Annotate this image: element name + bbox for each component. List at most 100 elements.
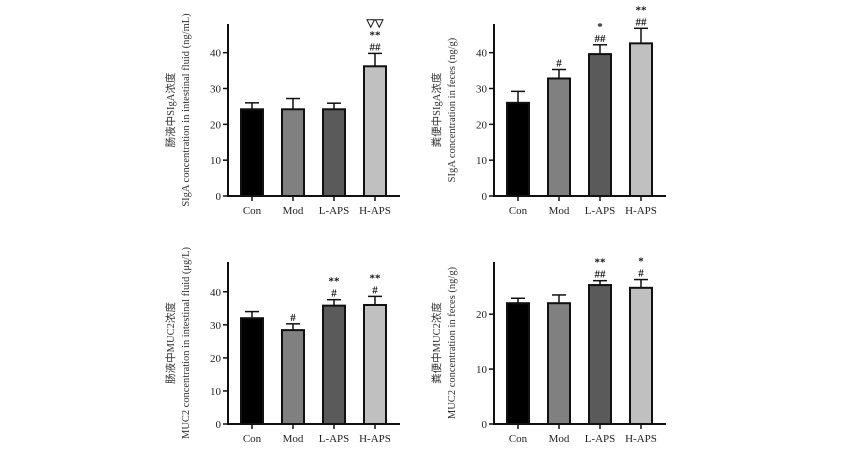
y-tick-label: 0 <box>482 419 488 431</box>
x-tick-label: L-APS <box>585 205 616 217</box>
bar-group-h-aps: H-APS #** <box>359 272 391 445</box>
y-tick-label: 20 <box>476 309 488 321</box>
chart-panel-top-right: 粪便中SIgA浓度 SIgA concentration in feces (ng… <box>430 4 666 217</box>
y-tick-label: 0 <box>216 419 222 431</box>
significance-triangle: ▽▽ <box>366 17 384 29</box>
y-tick-label: 30 <box>476 84 488 96</box>
bar-group-l-aps: L-APS ##* <box>585 21 616 217</box>
y-tick-label: 10 <box>210 155 222 167</box>
significance-stars: ** <box>636 4 648 16</box>
chart-panel-bottom-right: 粪便中MUC2浓度 MUC2 concentration in feces (ng… <box>430 256 666 445</box>
significance-stars: ** <box>370 29 382 41</box>
significance-hash: # <box>290 312 296 324</box>
bar-group-con: Con <box>240 102 264 217</box>
significance-hash: ## <box>595 269 607 281</box>
significance-stars: ** <box>329 276 341 288</box>
bar-group-h-aps: H-APS ##** <box>625 4 657 217</box>
x-tick-label: H-APS <box>625 433 657 445</box>
y-axis-label-en: MUC2 concentration in intestinal fluid (… <box>181 247 192 440</box>
y-tick-label: 30 <box>210 320 222 332</box>
y-axis-label-cn: 粪便中MUC2浓度 <box>430 302 443 384</box>
significance-hash: # <box>556 58 562 70</box>
bar-group-con: Con <box>240 310 264 445</box>
significance-stars: * <box>597 21 603 33</box>
y-axis-label-en: SIgA concentration in intestinal fluid (… <box>181 13 192 207</box>
significance-stars: * <box>638 256 644 268</box>
x-tick-label: Mod <box>549 433 570 445</box>
bar-mod <box>281 329 305 425</box>
bar-group-mod: Mod <box>547 294 571 445</box>
y-tick-label: 30 <box>210 84 222 96</box>
x-tick-label: L-APS <box>319 205 350 217</box>
x-tick-label: Con <box>243 433 262 445</box>
x-tick-label: H-APS <box>625 205 657 217</box>
bar-l-aps <box>322 304 346 425</box>
bar-h-aps <box>363 65 387 197</box>
significance-hash: ## <box>636 16 648 28</box>
y-tick-label: 0 <box>216 191 222 203</box>
significance-hash: # <box>331 288 337 300</box>
y-tick-label: 20 <box>210 353 222 365</box>
x-tick-label: H-APS <box>359 433 391 445</box>
bar-group-l-aps: L-APS <box>319 102 350 217</box>
bar-group-mod: Mod # <box>281 312 305 445</box>
y-axis-label-cn: 肠液中MUC2浓度 <box>164 302 177 384</box>
bar-h-aps <box>629 42 653 197</box>
x-tick-label: Mod <box>549 205 570 217</box>
x-tick-label: Con <box>509 433 528 445</box>
significance-stars: ** <box>370 272 382 284</box>
bar-group-mod: Mod # <box>547 58 571 217</box>
bar-h-aps <box>363 303 387 425</box>
y-tick-label: 10 <box>476 155 488 167</box>
y-tick-label: 40 <box>210 287 222 299</box>
x-tick-label: L-APS <box>319 433 350 445</box>
y-axis-label: 粪便中MUC2浓度 MUC2 concentration in feces (ng… <box>430 266 458 419</box>
y-axis-label-cn: 肠液中SIgA浓度 <box>164 72 177 147</box>
y-tick-label: 40 <box>210 48 222 60</box>
y-tick-label: 0 <box>482 191 488 203</box>
bar-mod <box>547 77 571 197</box>
bar-mod <box>281 108 305 197</box>
y-tick-label: 20 <box>476 119 488 131</box>
bar-con <box>506 302 530 425</box>
y-axis-label: 肠液中SIgA浓度 SIgA concentration in intestina… <box>164 13 192 207</box>
y-axis-label-en: MUC2 concentration in feces (ng/g) <box>447 266 458 419</box>
chart-panel-bottom-left: 肠液中MUC2浓度 MUC2 concentration in intestina… <box>164 247 400 445</box>
significance-hash: ## <box>595 33 607 45</box>
x-tick-label: Con <box>509 205 528 217</box>
x-tick-label: L-APS <box>585 433 616 445</box>
significance-stars: ** <box>595 257 607 269</box>
bar-con <box>506 101 530 197</box>
y-axis-label: 肠液中MUC2浓度 MUC2 concentration in intestina… <box>164 247 192 440</box>
bar-h-aps <box>629 286 653 426</box>
bar-con <box>240 108 264 197</box>
x-tick-label: Mod <box>283 205 304 217</box>
bar-group-h-aps: H-APS #* <box>625 256 657 445</box>
x-tick-label: Con <box>243 205 262 217</box>
bar-group-h-aps: H-APS ##**▽▽ <box>359 17 391 217</box>
bar-con <box>240 317 264 425</box>
significance-hash: # <box>372 284 378 296</box>
y-axis-label-en: SIgA concentration in feces (ng/g) <box>447 37 458 182</box>
y-axis-label: 粪便中SIgA浓度 SIgA concentration in feces (ng… <box>430 37 458 182</box>
y-axis-label-cn: 粪便中SIgA浓度 <box>430 72 443 147</box>
bar-l-aps <box>588 53 612 197</box>
bar-mod <box>547 302 571 425</box>
bar-l-aps <box>588 284 612 425</box>
bar-l-aps <box>322 108 346 197</box>
y-tick-label: 20 <box>210 119 222 131</box>
y-tick-label: 40 <box>476 48 488 60</box>
chart-panel-top-left: 肠液中SIgA浓度 SIgA concentration in intestina… <box>164 13 400 217</box>
x-tick-label: H-APS <box>359 205 391 217</box>
bar-group-l-aps: L-APS ##** <box>585 257 616 445</box>
bar-group-mod: Mod <box>281 97 305 217</box>
x-tick-label: Mod <box>283 433 304 445</box>
significance-hash: ## <box>370 41 382 53</box>
bar-group-con: Con <box>506 297 530 445</box>
bar-group-l-aps: L-APS #** <box>319 276 350 445</box>
significance-hash: # <box>638 268 644 280</box>
y-tick-label: 10 <box>476 364 488 376</box>
bar-group-con: Con <box>506 90 530 217</box>
y-tick-label: 10 <box>210 386 222 398</box>
